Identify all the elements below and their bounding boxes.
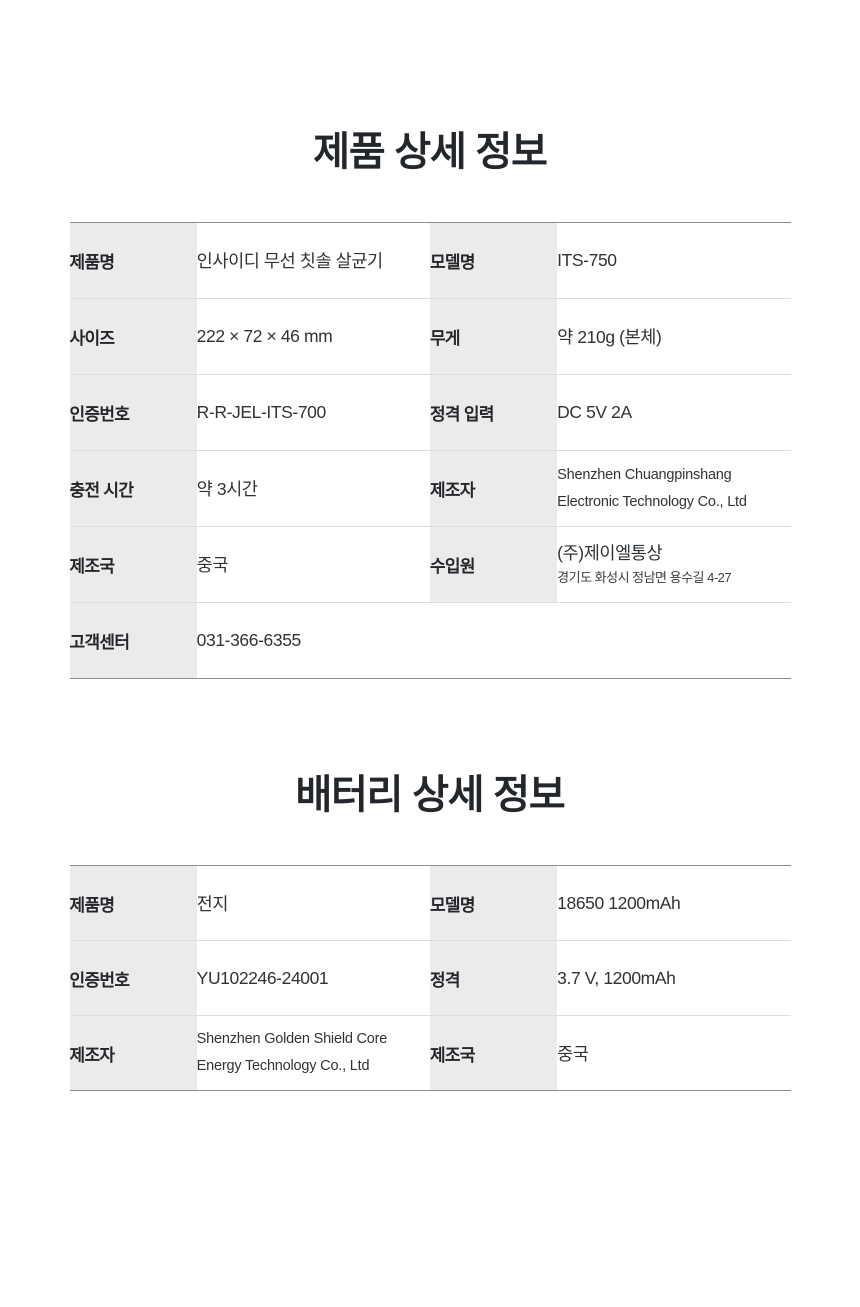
spec-label-product-name: 제품명	[69, 222, 197, 299]
table-row: 제품명 전지 모델명 18650 1200mAh	[69, 865, 791, 941]
table-row: 인증번호 YU102246-24001 정격 3.7 V, 1200mAh	[69, 940, 791, 1016]
table-row: 제조자 Shenzhen Golden Shield Core Energy T…	[69, 1015, 791, 1091]
page-title-battery: 배터리 상세 정보	[295, 773, 565, 817]
table-row: 고객센터 031-366-6355	[69, 602, 791, 679]
battery-label-product-name: 제품명	[69, 865, 197, 941]
importer-name: (주)제이엘통상	[557, 543, 663, 564]
spec-label-model-name: 모델명	[429, 222, 558, 299]
manufacturer-line-1: Shenzhen Chuangpinshang	[557, 466, 732, 483]
battery-label-model-name: 모델명	[429, 865, 558, 941]
table-row: 충전 시간 약 3시간 제조자 Shenzhen Chuangpinshang …	[69, 450, 791, 527]
spec-value-manufacturer: Shenzhen Chuangpinshang Electronic Techn…	[557, 450, 791, 527]
battery-label-country-of-manufacture: 제조국	[429, 1015, 558, 1091]
spec-label-weight: 무게	[429, 298, 558, 375]
table-row: 인증번호 R-R-JEL-ITS-700 정격 입력 DC 5V 2A	[69, 374, 791, 451]
spec-value-rated-input: DC 5V 2A	[557, 374, 791, 451]
table-row: 제조국 중국 수입원 (주)제이엘통상 경기도 화성시 정남면 용수길 4-27	[69, 526, 791, 603]
battery-value-certification-number: YU102246-24001	[196, 940, 430, 1016]
spec-label-size: 사이즈	[69, 298, 197, 375]
battery-spec-table: 제품명 전지 모델명 18650 1200mAh 인증번호 YU102246-2…	[69, 865, 791, 1091]
battery-value-rating: 3.7 V, 1200mAh	[557, 940, 791, 1016]
manufacturer-line-2: Electronic Technology Co., Ltd	[557, 493, 747, 510]
spec-value-certification-number: R-R-JEL-ITS-700	[196, 374, 430, 451]
battery-manufacturer-line-2: Energy Technology Co., Ltd	[196, 1058, 370, 1074]
spec-label-rated-input: 정격 입력	[429, 374, 558, 451]
battery-value-product-name: 전지	[196, 865, 430, 941]
battery-value-manufacturer: Shenzhen Golden Shield Core Energy Techn…	[196, 1015, 430, 1091]
battery-label-rating: 정격	[429, 940, 558, 1016]
battery-label-certification-number: 인증번호	[69, 940, 197, 1016]
spec-value-model-name: ITS-750	[557, 222, 791, 299]
spec-value-country-of-manufacture: 중국	[196, 526, 430, 603]
spec-value-charging-time: 약 3시간	[196, 450, 430, 527]
spec-label-certification-number: 인증번호	[69, 374, 197, 451]
spec-value-product-name: 인사이디 무선 칫솔 살균기	[196, 222, 430, 299]
spec-label-customer-center: 고객센터	[69, 602, 197, 679]
spec-value-customer-center: 031-366-6355	[196, 602, 791, 679]
spec-label-charging-time: 충전 시간	[69, 450, 197, 527]
spec-label-country-of-manufacture: 제조국	[69, 526, 197, 603]
spec-value-size: 222 × 72 × 46 mm	[196, 298, 430, 375]
importer-address: 경기도 화성시 정남면 용수길 4-27	[557, 570, 732, 586]
spec-label-manufacturer: 제조자	[429, 450, 558, 527]
table-row: 사이즈 222 × 72 × 46 mm 무게 약 210g (본체)	[69, 298, 791, 375]
battery-manufacturer-line-1: Shenzhen Golden Shield Core	[196, 1031, 388, 1048]
page-title-product: 제품 상세 정보	[313, 130, 548, 174]
spec-label-importer: 수입원	[429, 526, 558, 603]
battery-label-manufacturer: 제조자	[69, 1015, 197, 1091]
spec-value-weight: 약 210g (본체)	[557, 298, 791, 375]
table-row: 제품명 인사이디 무선 칫솔 살균기 모델명 ITS-750	[69, 222, 791, 299]
product-spec-table: 제품명 인사이디 무선 칫솔 살균기 모델명 ITS-750 사이즈 222 ×…	[69, 222, 791, 679]
spec-value-importer: (주)제이엘통상 경기도 화성시 정남면 용수길 4-27	[557, 526, 791, 603]
battery-value-model-name: 18650 1200mAh	[557, 865, 791, 941]
battery-value-country-of-manufacture: 중국	[557, 1015, 791, 1091]
